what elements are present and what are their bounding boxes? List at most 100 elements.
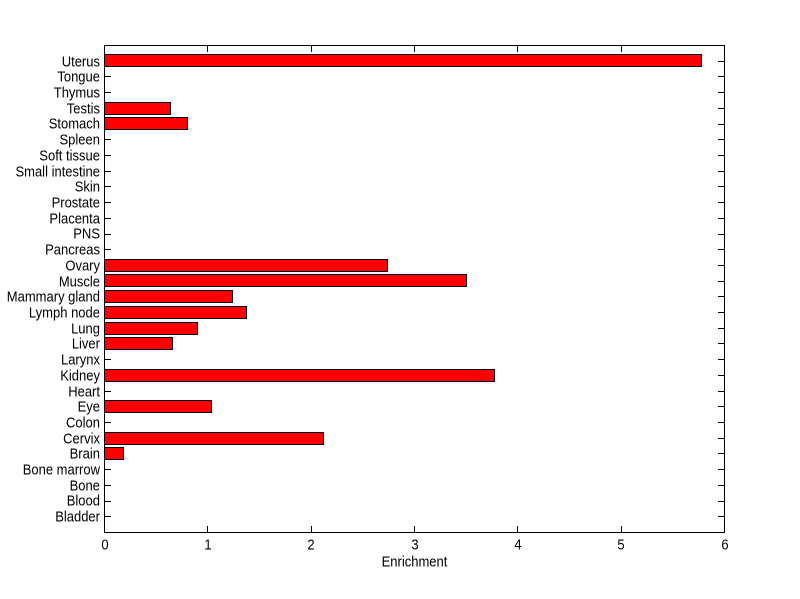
y-tick-right <box>718 76 724 77</box>
y-tick-label-skin: Skin <box>74 178 100 195</box>
y-tick-left <box>105 171 111 172</box>
y-tick-right <box>718 312 724 313</box>
y-tick-label-colon: Colon <box>66 414 100 431</box>
y-tick-right <box>718 328 724 329</box>
y-tick-left <box>105 359 111 360</box>
y-tick-left <box>105 155 111 156</box>
y-tick-right <box>718 155 724 156</box>
y-tick-right <box>718 171 724 172</box>
y-tick-label-brain: Brain <box>69 445 100 462</box>
x-tick-top <box>104 46 105 52</box>
x-axis-title: Enrichment <box>381 553 448 570</box>
y-tick-right <box>718 234 724 235</box>
y-tick-label-thymus: Thymus <box>53 84 100 101</box>
y-tick-left <box>105 234 111 235</box>
x-tick-bottom <box>207 526 208 532</box>
y-tick-right <box>718 438 724 439</box>
bar-liver <box>104 337 173 350</box>
bar-stomach <box>104 117 188 130</box>
y-tick-left <box>105 186 111 187</box>
y-tick-label-bone: Bone <box>69 477 100 494</box>
y-tick-right <box>718 249 724 250</box>
y-tick-label-stomach: Stomach <box>48 115 100 132</box>
y-tick-left <box>105 92 111 93</box>
x-tick-top <box>414 46 415 52</box>
x-tick-bottom <box>311 526 312 532</box>
x-tick-bottom <box>104 526 105 532</box>
bar-testis <box>104 102 171 115</box>
y-tick-right <box>718 186 724 187</box>
y-tick-label-kidney: Kidney <box>60 367 100 384</box>
bar-lung <box>104 322 198 335</box>
x-tick-label-2: 2 <box>307 536 315 553</box>
x-tick-bottom <box>621 526 622 532</box>
y-tick-label-ovary: Ovary <box>65 257 100 274</box>
x-tick-bottom <box>724 526 725 532</box>
y-tick-label-larynx: Larynx <box>60 351 100 368</box>
y-tick-right <box>718 453 724 454</box>
y-tick-label-bone-marrow: Bone marrow <box>22 461 100 478</box>
bar-brain <box>104 447 124 460</box>
x-tick-label-6: 6 <box>721 536 729 553</box>
y-tick-label-cervix: Cervix <box>63 430 100 447</box>
bar-uterus <box>104 54 702 67</box>
y-tick-right <box>718 501 724 502</box>
x-tick-label-4: 4 <box>514 536 522 553</box>
y-tick-label-soft-tissue: Soft tissue <box>39 147 100 164</box>
x-tick-bottom <box>517 526 518 532</box>
y-tick-left <box>105 469 111 470</box>
bar-kidney <box>104 369 495 382</box>
y-tick-left <box>105 516 111 517</box>
bar-lymph-node <box>104 306 247 319</box>
y-tick-left <box>105 249 111 250</box>
y-tick-right <box>718 202 724 203</box>
y-tick-right <box>718 281 724 282</box>
y-tick-label-pancreas: Pancreas <box>45 241 100 258</box>
y-tick-right <box>718 485 724 486</box>
y-tick-right <box>718 218 724 219</box>
x-tick-label-3: 3 <box>411 536 419 553</box>
x-tick-top <box>311 46 312 52</box>
y-tick-label-testis: Testis <box>66 100 100 117</box>
y-tick-right <box>718 139 724 140</box>
x-tick-top <box>517 46 518 52</box>
y-tick-right <box>718 516 724 517</box>
y-tick-right <box>718 469 724 470</box>
y-tick-left <box>105 202 111 203</box>
y-tick-left <box>105 422 111 423</box>
bar-ovary <box>104 259 388 272</box>
y-tick-right <box>718 343 724 344</box>
bar-eye <box>104 400 212 413</box>
y-tick-label-blood: Blood <box>66 492 100 509</box>
bar-muscle <box>104 274 467 287</box>
y-tick-left <box>105 501 111 502</box>
y-tick-left <box>105 139 111 140</box>
x-tick-top <box>207 46 208 52</box>
y-tick-label-liver: Liver <box>71 335 100 352</box>
y-tick-right <box>718 375 724 376</box>
y-tick-label-muscle: Muscle <box>58 273 100 290</box>
y-tick-label-spleen: Spleen <box>59 131 100 148</box>
y-tick-label-placenta: Placenta <box>49 210 100 227</box>
y-tick-label-small-intestine: Small intestine <box>15 163 100 180</box>
y-tick-label-tongue: Tongue <box>57 68 100 85</box>
y-tick-label-eye: Eye <box>77 398 100 415</box>
y-tick-right <box>718 61 724 62</box>
y-tick-right <box>718 359 724 360</box>
x-tick-top <box>621 46 622 52</box>
y-tick-left <box>105 485 111 486</box>
bar-mammary-gland <box>104 290 233 303</box>
y-tick-label-lung: Lung <box>71 320 100 337</box>
y-tick-label-uterus: Uterus <box>61 53 100 70</box>
y-tick-label-lymph-node: Lymph node <box>28 304 100 321</box>
x-tick-label-5: 5 <box>617 536 625 553</box>
y-tick-right <box>718 422 724 423</box>
y-tick-left <box>105 218 111 219</box>
y-tick-right <box>718 391 724 392</box>
y-tick-label-prostate: Prostate <box>51 194 100 211</box>
x-tick-label-1: 1 <box>204 536 212 553</box>
y-tick-left <box>105 76 111 77</box>
x-tick-bottom <box>414 526 415 532</box>
y-tick-right <box>718 406 724 407</box>
